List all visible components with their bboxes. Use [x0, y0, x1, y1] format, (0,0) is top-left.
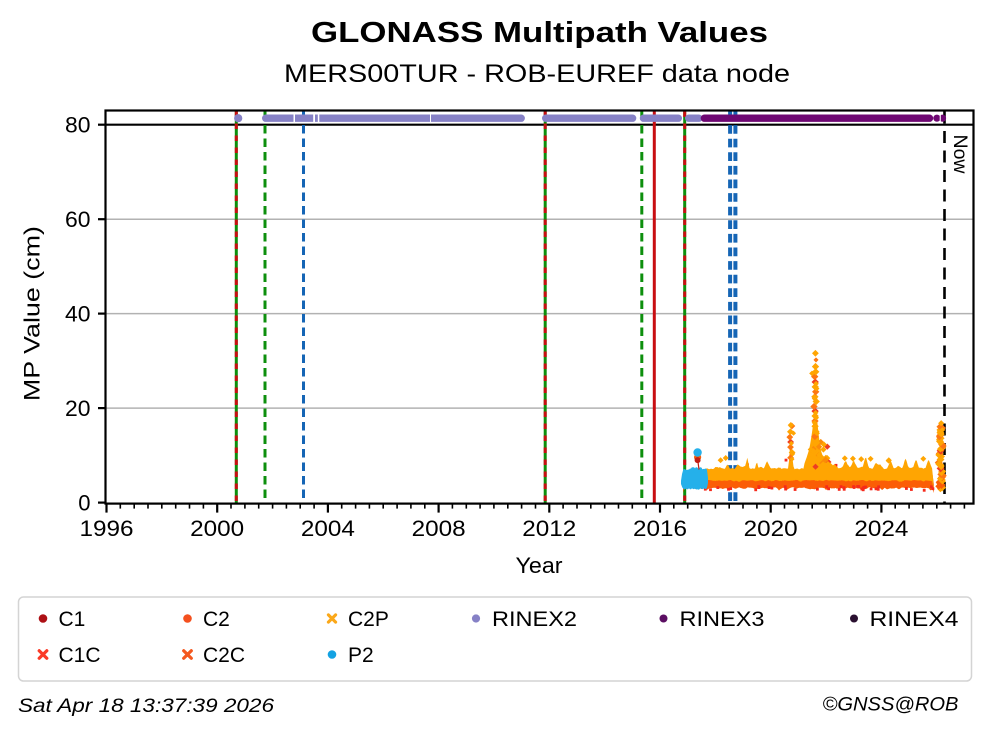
svg-text:Sat Apr 18 13:37:39 2026: Sat Apr 18 13:37:39 2026 [18, 695, 274, 717]
svg-text:C1: C1 [59, 608, 86, 631]
svg-text:2004: 2004 [301, 516, 355, 541]
svg-text:RINEX2: RINEX2 [492, 608, 577, 631]
svg-text:20: 20 [65, 396, 91, 421]
svg-text:©GNSS@ROB: ©GNSS@ROB [823, 694, 959, 716]
svg-text:RINEX4: RINEX4 [870, 608, 959, 631]
svg-text:GLONASS Multipath Values: GLONASS Multipath Values [311, 17, 768, 49]
svg-text:60: 60 [65, 207, 91, 232]
svg-text:C2C: C2C [203, 644, 245, 667]
svg-text:MERS00TUR - ROB-EUREF data nod: MERS00TUR - ROB-EUREF data node [284, 60, 790, 88]
svg-text:C2P: C2P [348, 608, 389, 631]
svg-text:2000: 2000 [190, 516, 244, 541]
svg-text:2020: 2020 [744, 516, 798, 541]
svg-text:0: 0 [78, 491, 90, 516]
svg-text:Year: Year [516, 553, 563, 578]
svg-text:2024: 2024 [854, 516, 908, 541]
svg-text:P2: P2 [348, 644, 374, 667]
svg-text:C1C: C1C [59, 644, 101, 667]
svg-text:2016: 2016 [633, 516, 687, 541]
svg-text:1996: 1996 [80, 516, 134, 541]
svg-text:2008: 2008 [412, 516, 466, 541]
svg-text:MP Value (cm): MP Value (cm) [20, 226, 45, 401]
svg-text:RINEX3: RINEX3 [680, 608, 765, 631]
svg-text:Now: Now [949, 135, 971, 175]
svg-text:C2: C2 [203, 608, 230, 631]
svg-text:40: 40 [65, 302, 91, 327]
svg-text:80: 80 [65, 113, 91, 138]
svg-text:2012: 2012 [522, 516, 576, 541]
